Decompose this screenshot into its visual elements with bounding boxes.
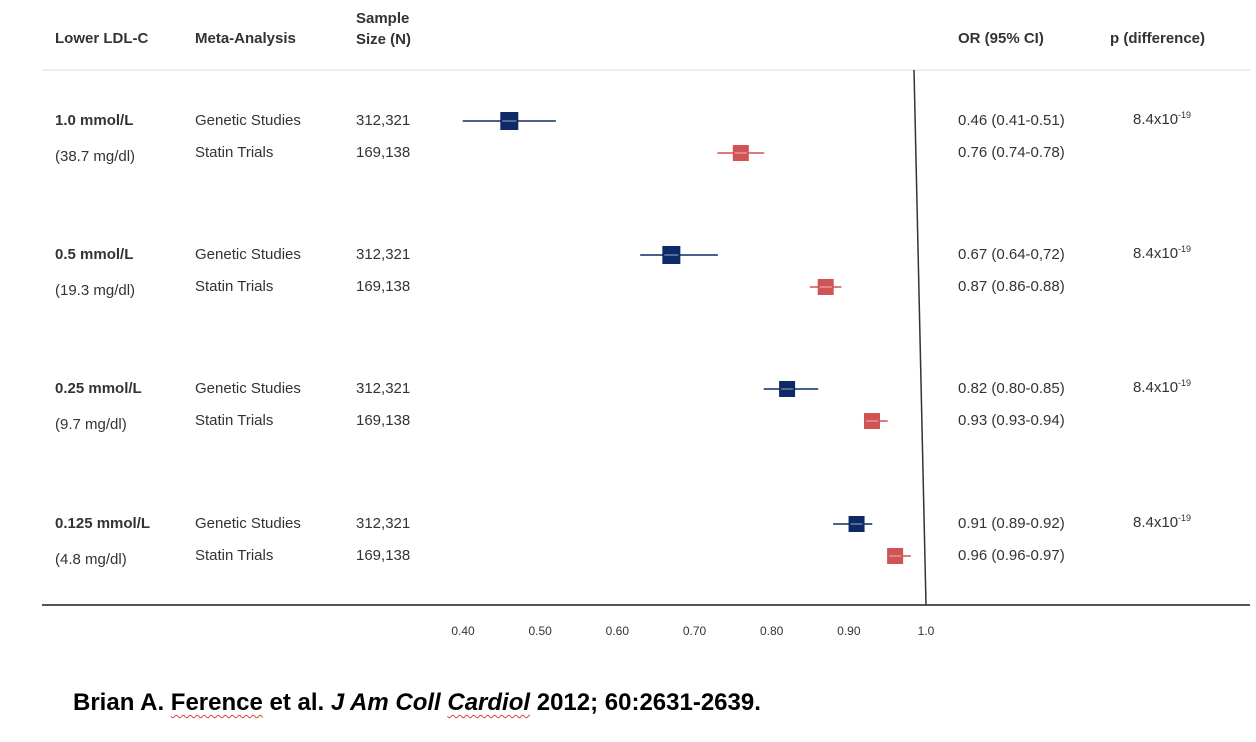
group-sublabel: (19.3 mg/dl) bbox=[55, 282, 136, 299]
p-value: 8.4x10-19 bbox=[1133, 513, 1192, 531]
group-label: 0.25 mmol/L bbox=[55, 380, 142, 397]
x-tick-label: 0.60 bbox=[605, 624, 630, 638]
p-value-exponent: -19 bbox=[1178, 378, 1192, 388]
row-sample-size: 169,138 bbox=[356, 144, 411, 161]
x-tick-label: 1.0 bbox=[917, 624, 935, 638]
p-value: 8.4x10-19 bbox=[1133, 244, 1192, 262]
row-or-ci: 0.46 (0.41-0.51) bbox=[958, 112, 1065, 129]
p-value: 8.4x10-19 bbox=[1133, 378, 1192, 396]
row-study: Genetic Studies bbox=[195, 246, 301, 263]
row-sample-size: 169,138 bbox=[356, 547, 411, 564]
header-meta-analysis: Meta-Analysis bbox=[195, 30, 296, 47]
p-value-exponent: -19 bbox=[1178, 244, 1192, 254]
p-value: 8.4x10-19 bbox=[1133, 110, 1192, 128]
citation-author-name: Ference bbox=[170, 689, 263, 716]
x-tick-label: 0.50 bbox=[528, 624, 552, 638]
x-tick-label: 0.40 bbox=[451, 624, 475, 638]
header-p-difference: p (difference) bbox=[1110, 30, 1206, 47]
row-study: Statin Trials bbox=[195, 278, 274, 295]
citation-rest: 2012; 60:2631-2639. bbox=[530, 689, 761, 716]
row-sample-size: 312,321 bbox=[356, 246, 411, 263]
header-sample-line1: Sample bbox=[356, 10, 410, 27]
group-sublabel: (4.8 mg/dl) bbox=[55, 551, 127, 568]
row-or-ci: 0.76 (0.74-0.78) bbox=[958, 144, 1065, 161]
citation-journal-name: Cardiol bbox=[447, 689, 531, 716]
row-sample-size: 312,321 bbox=[356, 515, 411, 532]
row-or-ci: 0.93 (0.93-0.94) bbox=[958, 412, 1065, 429]
row-sample-size: 312,321 bbox=[356, 380, 411, 397]
group-label: 0.5 mmol/L bbox=[55, 246, 134, 263]
x-tick-label: 0.90 bbox=[837, 624, 861, 638]
citation-authors-pre: Brian A. bbox=[73, 689, 171, 716]
group-sublabel: (38.7 mg/dl) bbox=[55, 148, 136, 165]
x-tick-label: 0.80 bbox=[759, 624, 784, 638]
citation-journal-pre: J Am Coll bbox=[330, 689, 448, 716]
row-study: Genetic Studies bbox=[195, 515, 301, 532]
row-study: Statin Trials bbox=[195, 412, 274, 429]
row-sample-size: 312,321 bbox=[356, 112, 411, 129]
group-label: 0.125 mmol/L bbox=[55, 515, 151, 532]
group-label: 1.0 mmol/L bbox=[55, 112, 134, 129]
row-or-ci: 0.96 (0.96-0.97) bbox=[958, 547, 1065, 564]
reference-line bbox=[913, 69, 927, 606]
group-sublabel: (9.7 mg/dl) bbox=[55, 416, 127, 433]
p-value-exponent: -19 bbox=[1178, 513, 1192, 523]
row-or-ci: 0.82 (0.80-0.85) bbox=[958, 380, 1065, 397]
row-or-ci: 0.67 (0.64-0,72) bbox=[958, 246, 1065, 263]
header-sample-line2: Size (N) bbox=[356, 31, 412, 48]
row-study: Genetic Studies bbox=[195, 112, 301, 129]
row-study: Statin Trials bbox=[195, 144, 274, 161]
citation: Brian A. Ference et al. J Am Coll Cardio… bbox=[73, 689, 761, 717]
header-or-ci: OR (95% CI) bbox=[958, 30, 1044, 47]
header-lower-ldl: Lower LDL-C bbox=[55, 30, 149, 47]
row-study: Statin Trials bbox=[195, 547, 274, 564]
x-tick-label: 0.70 bbox=[682, 624, 707, 638]
citation-authors-post: et al. bbox=[262, 689, 331, 716]
row-or-ci: 0.91 (0.89-0.92) bbox=[958, 515, 1065, 532]
p-value-exponent: -19 bbox=[1178, 110, 1192, 120]
row-sample-size: 169,138 bbox=[356, 412, 411, 429]
row-sample-size: 169,138 bbox=[356, 278, 411, 295]
header-sample-size: Sample Size (N) bbox=[356, 8, 411, 50]
row-study: Genetic Studies bbox=[195, 380, 301, 397]
row-or-ci: 0.87 (0.86-0.88) bbox=[958, 278, 1065, 295]
